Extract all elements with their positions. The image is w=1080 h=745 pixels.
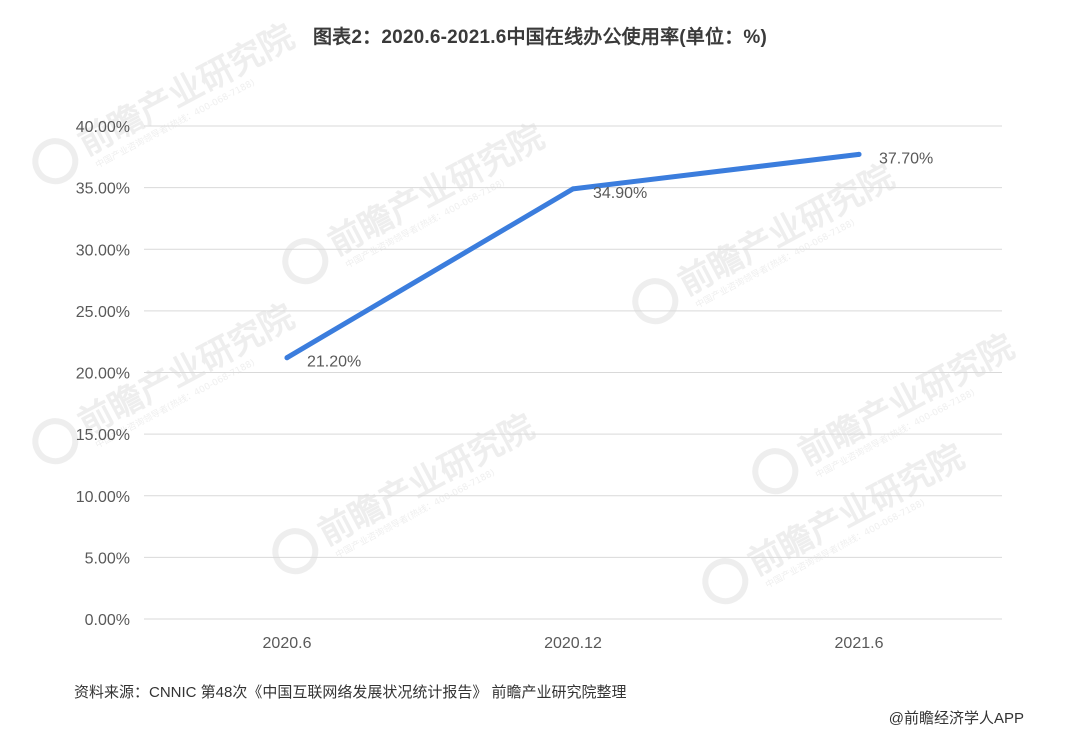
y-tick-label: 30.00% (76, 242, 130, 259)
qianzhan-logo-icon (282, 238, 329, 285)
chart-title: 图表2：2020.6-2021.6中国在线办公使用率(单位：%) (312, 27, 768, 48)
watermark-text: 前瞻产业研究院 (312, 407, 541, 554)
data-label: 21.20% (307, 354, 361, 371)
watermark-text: 前瞻产业研究院 (792, 327, 1021, 474)
watermark-text: 前瞻产业研究院 (322, 117, 551, 264)
x-tick-label: 2020.12 (544, 635, 602, 652)
qianzhan-logo-icon (752, 448, 799, 495)
data-label: 34.90% (593, 185, 647, 202)
gridlines (144, 125, 1002, 620)
data-labels: 21.20% 34.90% 37.70% (307, 150, 933, 370)
qianzhan-logo-icon (702, 558, 749, 605)
y-tick-label: 25.00% (76, 304, 130, 321)
x-tick-label: 2020.6 (263, 635, 312, 652)
qianzhan-logo-icon (272, 528, 319, 575)
data-point (570, 186, 576, 192)
series-layer (284, 151, 862, 361)
watermark-text: 前瞻产业研究院 (672, 157, 901, 304)
y-tick-label: 5.00% (85, 550, 130, 567)
data-label: 37.70% (879, 150, 933, 167)
data-point (856, 151, 862, 157)
y-tick-label: 20.00% (76, 366, 130, 383)
qianzhan-logo-icon (32, 138, 79, 185)
brand-note: @前瞻经济学人APP (888, 710, 1024, 727)
y-tick-label: 10.00% (76, 489, 130, 506)
x-tick-label: 2021.6 (835, 635, 884, 652)
qianzhan-logo-icon (32, 418, 79, 465)
x-axis: 2020.6 2020.12 2021.6 (263, 635, 884, 652)
y-axis: 0.00% 5.00% 10.00% 15.00% 20.00% 25.00% 30.00%… (76, 119, 130, 629)
y-tick-label: 15.00% (76, 427, 130, 444)
source-note: 资料来源：CNNIC 第48次《中国互联网络发展状况统计报告》 前瞻产业研究院整… (74, 684, 627, 701)
watermark-text: 前瞻产业研究院 (72, 17, 301, 164)
y-tick-label: 35.00% (76, 181, 130, 198)
y-tick-label: 0.00% (85, 612, 130, 629)
y-tick-label: 40.00% (76, 119, 130, 136)
data-point (284, 355, 290, 361)
qianzhan-logo-icon (632, 278, 679, 325)
